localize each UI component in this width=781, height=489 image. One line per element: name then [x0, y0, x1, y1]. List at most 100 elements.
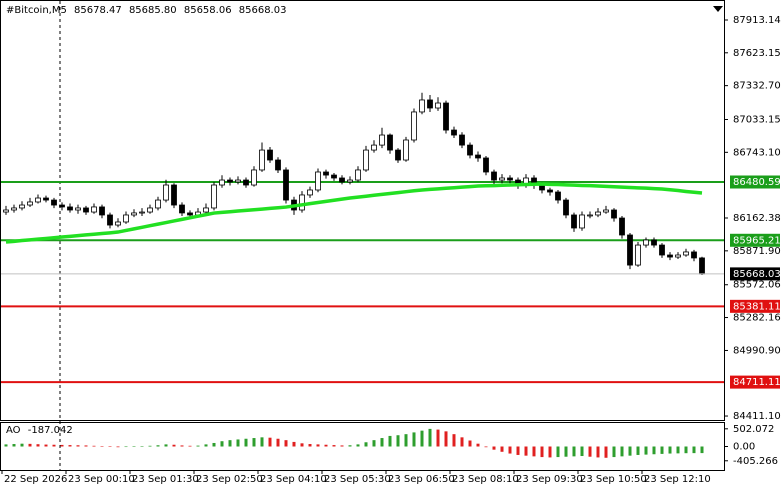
ao-bar — [52, 444, 56, 447]
candle-body — [555, 191, 561, 201]
candle-body — [219, 179, 225, 186]
candle-body — [115, 221, 121, 226]
candle-body — [123, 214, 129, 223]
ao-bar — [604, 446, 608, 458]
y-tick-label: 87332.70 — [733, 81, 781, 92]
candle-body — [43, 197, 49, 201]
candle-body — [419, 99, 425, 113]
candle-body — [643, 239, 649, 246]
ao-name: AO — [6, 425, 21, 436]
y-tick-label: 85572.06 — [733, 280, 781, 291]
candle-body — [435, 102, 441, 109]
candle-body — [35, 197, 41, 203]
x-tick-label: 23 Sep 09:30 — [516, 474, 583, 485]
ao-bar — [548, 446, 552, 458]
ao-bar — [556, 446, 560, 458]
ao-bar — [676, 446, 680, 454]
candle-body — [467, 144, 473, 156]
ao-bar — [252, 438, 256, 447]
ao-bar — [132, 446, 136, 447]
level-label: 84711.11 — [733, 377, 781, 388]
ao-bar — [92, 445, 96, 447]
candle-body — [227, 179, 233, 183]
candle-body — [691, 251, 697, 259]
ohlc-close: 85668.03 — [239, 5, 287, 16]
candle-body — [547, 189, 553, 193]
ao-bar — [660, 446, 664, 454]
ao-bar — [436, 429, 440, 447]
ao-bar — [596, 446, 600, 458]
ao-tick-label: 0.00 — [733, 442, 755, 453]
candle-body — [603, 209, 609, 213]
ao-bar — [620, 446, 624, 457]
ao-bar — [348, 445, 352, 447]
candle-body — [147, 207, 153, 213]
ohlc-open: 85678.47 — [74, 5, 122, 16]
candle-body — [459, 134, 465, 146]
level-label-bg — [730, 233, 780, 247]
ao-bar — [396, 435, 400, 447]
ao-tick-label: -405.266 — [733, 456, 778, 467]
ao-bar — [284, 440, 288, 447]
ao-bar — [404, 434, 408, 447]
ao-bar — [204, 444, 208, 447]
candle-body — [499, 177, 505, 181]
ohlc-low: 85658.06 — [184, 5, 232, 16]
x-tick-label: 22 Sep 2026 — [4, 474, 67, 485]
ao-bar — [308, 444, 312, 447]
level-label-bg — [730, 375, 780, 389]
ao-bar — [476, 443, 480, 447]
ao-bar — [452, 434, 456, 447]
ao-bar — [564, 446, 568, 457]
candle-body — [451, 129, 457, 136]
y-tick-label: 87913.14 — [733, 15, 781, 26]
candle-body — [307, 189, 313, 196]
candle-body — [475, 154, 481, 159]
candle-body — [179, 204, 185, 214]
ao-bar — [140, 446, 144, 447]
y-tick-label: 85871.90 — [733, 246, 781, 257]
ao-bar — [300, 443, 304, 447]
ao-header: AO -187.042 — [6, 425, 73, 436]
ao-bar — [612, 446, 616, 458]
candle-body — [243, 179, 249, 186]
ao-value: -187.042 — [28, 425, 73, 436]
candle-body — [27, 201, 33, 206]
candle-body — [267, 149, 273, 161]
ao-bar — [412, 432, 416, 447]
ao-bar — [668, 446, 672, 454]
candle-body — [251, 169, 257, 186]
candle-body — [171, 184, 177, 206]
ao-bar — [652, 446, 656, 455]
ao-bar — [628, 446, 632, 456]
ao-bar — [260, 437, 264, 447]
ao-bar — [100, 446, 104, 447]
ao-bar — [340, 445, 344, 447]
candle-body — [211, 184, 217, 209]
chart-header: #Bitcoin,M5 85678.47 85685.80 85658.06 8… — [6, 5, 286, 16]
ao-bar — [516, 446, 520, 455]
candle-body — [235, 179, 241, 183]
candle-body — [11, 207, 17, 211]
candle-body — [683, 251, 689, 256]
candle-body — [627, 234, 633, 266]
candle-body — [483, 157, 489, 173]
ao-bar — [4, 444, 8, 447]
candle-body — [699, 257, 705, 275]
candle-body — [155, 199, 161, 209]
level-label-bg — [730, 175, 780, 189]
candle-body — [611, 209, 617, 219]
ao-bar — [172, 444, 176, 447]
ao-bar — [292, 441, 296, 447]
ao-bar — [28, 443, 32, 447]
candle-body — [275, 159, 281, 171]
level-label: 86480.59 — [733, 177, 781, 188]
ao-bar — [108, 446, 112, 447]
y-tick-label: 86162.38 — [733, 213, 781, 224]
candle-body — [675, 254, 681, 258]
ao-bar — [508, 446, 512, 454]
ao-bar — [188, 445, 192, 447]
last-price-label: 85668.03 — [733, 269, 781, 280]
y-tick-label: 86743.10 — [733, 147, 781, 158]
candle-body — [91, 206, 97, 213]
